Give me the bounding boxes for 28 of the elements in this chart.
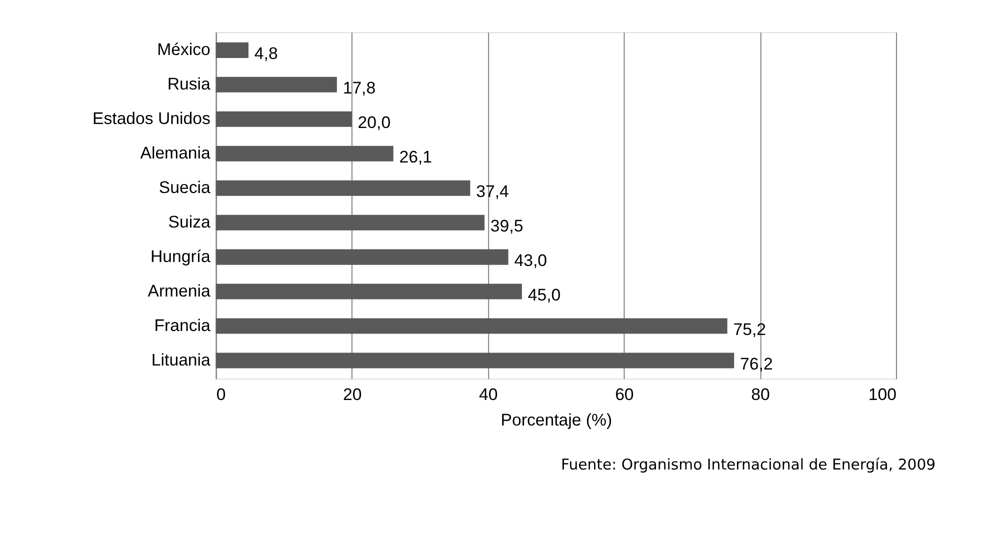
y-tick-label: Hungría xyxy=(150,247,212,266)
x-tick-label: 0 xyxy=(216,384,226,404)
data-label: 20,0 xyxy=(358,113,391,132)
y-tick-label: Suiza xyxy=(168,212,212,232)
data-label: 17,8 xyxy=(342,78,376,98)
data-label: 75,2 xyxy=(733,320,766,339)
y-tick-label: Lituania xyxy=(151,350,212,370)
x-tick-label: 60 xyxy=(615,384,634,404)
data-label: 4,8 xyxy=(254,44,278,64)
data-label: 43,0 xyxy=(514,250,548,270)
data-label: 37,4 xyxy=(476,182,509,202)
source-note: Fuente: Organismo Internacional de Energía, 2009 xyxy=(560,456,936,474)
y-tick-label: Estados Unidos xyxy=(92,109,210,128)
x-tick-label: 100 xyxy=(868,384,896,404)
y-tick-label: Alemania xyxy=(140,144,212,163)
data-label: 26,1 xyxy=(399,148,432,167)
x-axis-title: Porcentaje (%) xyxy=(500,410,612,430)
x-tick-label: 20 xyxy=(343,384,362,404)
y-tick-label: Suecia xyxy=(158,178,212,198)
x-tick-label: 80 xyxy=(751,384,770,404)
y-tick-label: Rusia xyxy=(167,74,212,94)
data-label: 39,5 xyxy=(490,216,524,236)
data-label: 45,0 xyxy=(528,285,561,304)
y-tick-label: Armenia xyxy=(148,281,212,300)
data-label: 76,2 xyxy=(740,354,773,374)
y-tick-label: Francia xyxy=(154,316,212,335)
x-tick-label: 40 xyxy=(479,384,498,404)
y-tick-label: México xyxy=(157,40,210,60)
